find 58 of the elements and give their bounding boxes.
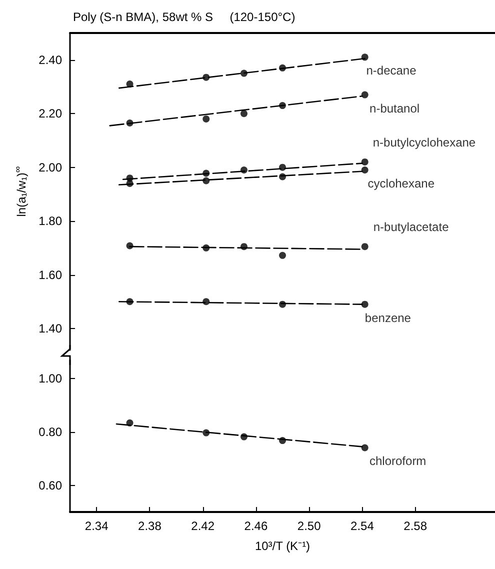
- y-tick-label: 2.20: [38, 106, 62, 121]
- point: [126, 180, 134, 187]
- point: [126, 242, 134, 250]
- point: [202, 115, 210, 122]
- y-tick-label: 1.00: [38, 372, 62, 386]
- y-tick-label: 1.80: [38, 214, 62, 228]
- point: [240, 166, 248, 174]
- point: [361, 158, 368, 166]
- x-tick-label: 2.54: [350, 519, 374, 533]
- point: [361, 444, 368, 452]
- point: [361, 243, 368, 250]
- series-label: cyclohexane: [368, 176, 435, 191]
- series-label: benzene: [364, 310, 412, 325]
- point: [361, 166, 368, 174]
- y-tick-label: 2.40: [38, 52, 62, 67]
- x-tick-label: 2.50: [297, 519, 322, 533]
- point: [202, 74, 210, 81]
- point: [240, 243, 248, 250]
- point: [202, 177, 210, 184]
- x-tick-label: 2.46: [244, 519, 268, 533]
- point: [279, 252, 286, 259]
- y-axis-title: ln(a₁/w₁)∞: [12, 166, 29, 217]
- x-tick-label: 2.34: [84, 519, 109, 533]
- point: [126, 119, 134, 126]
- series-label: n-decane: [366, 64, 417, 78]
- point: [202, 429, 210, 436]
- series-label: n-butylacetate: [373, 220, 450, 234]
- series-label: n-butylcyclohexane: [372, 135, 476, 150]
- point: [240, 433, 248, 440]
- series-label: chloroform: [370, 454, 426, 468]
- chart-title: Poly (S-n BMA), 58wt % S (120-150°C): [73, 10, 296, 24]
- point: [279, 164, 286, 171]
- y-tick-label: 0.80: [38, 425, 62, 439]
- point: [202, 244, 210, 252]
- x-tick-label: 2.58: [404, 519, 428, 533]
- x-tick-label: 2.42: [191, 519, 215, 533]
- point: [240, 110, 248, 118]
- point: [279, 64, 286, 72]
- point: [126, 80, 134, 88]
- x-axis-title: 10³/T (K⁻¹): [254, 539, 310, 553]
- point: [126, 419, 134, 426]
- point: [240, 70, 248, 77]
- point: [361, 91, 368, 98]
- point: [202, 170, 210, 177]
- y-tick-label: 1.40: [38, 322, 62, 336]
- series-label: n-butanol: [370, 101, 420, 116]
- point: [361, 54, 368, 61]
- point: [126, 298, 134, 306]
- x-tick-label: 2.38: [138, 519, 162, 533]
- point: [279, 173, 286, 180]
- y-tick-label: 1.60: [38, 268, 62, 282]
- y-tick-label: 2.00: [38, 160, 62, 174]
- point: [279, 300, 286, 308]
- point: [202, 298, 210, 306]
- point: [279, 102, 286, 110]
- point: [279, 437, 286, 444]
- point: [361, 300, 368, 308]
- y-tick-label: 0.60: [38, 478, 62, 492]
